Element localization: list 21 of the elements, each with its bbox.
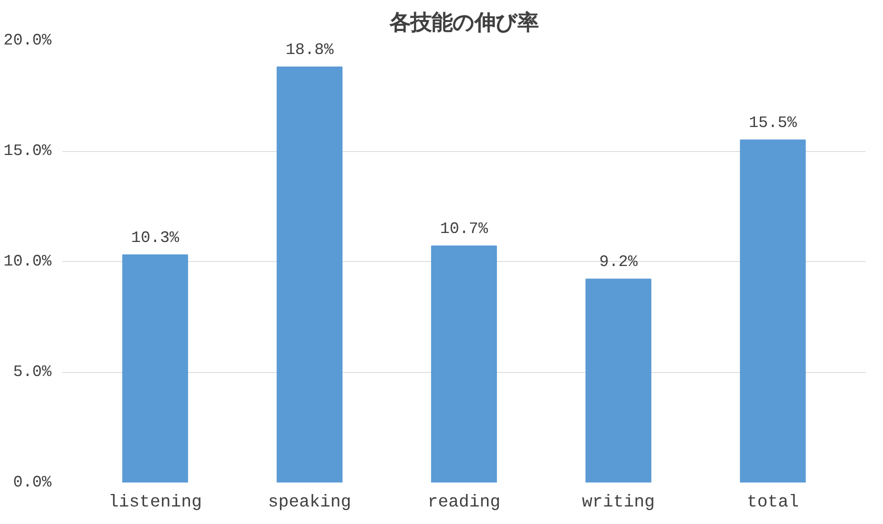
y-tick-label: 20.0% bbox=[3, 32, 52, 50]
chart-title: 各技能の伸び率 bbox=[388, 10, 538, 36]
bar bbox=[431, 246, 497, 482]
y-tick-label: 5.0% bbox=[13, 363, 52, 381]
data-label: 15.5% bbox=[748, 114, 798, 132]
bar bbox=[276, 66, 343, 482]
x-tick-label: listening bbox=[108, 494, 202, 512]
data-label: 10.3% bbox=[131, 228, 180, 247]
y-tick-label: 0.0% bbox=[13, 474, 52, 492]
data-label: 18.8% bbox=[286, 41, 334, 60]
bar bbox=[122, 254, 188, 482]
bar bbox=[740, 139, 806, 482]
bar bbox=[585, 278, 652, 482]
data-label: 9.2% bbox=[599, 253, 638, 272]
x-tick-label: total bbox=[746, 494, 799, 512]
data-label: 10.7% bbox=[440, 220, 488, 238]
x-tick-label: writing bbox=[582, 494, 655, 512]
y-tick-label: 15.0% bbox=[3, 142, 52, 160]
x-tick-label: reading bbox=[428, 494, 500, 512]
x-tick-label: speaking bbox=[268, 494, 352, 512]
y-tick-label: 10.0% bbox=[3, 252, 52, 270]
